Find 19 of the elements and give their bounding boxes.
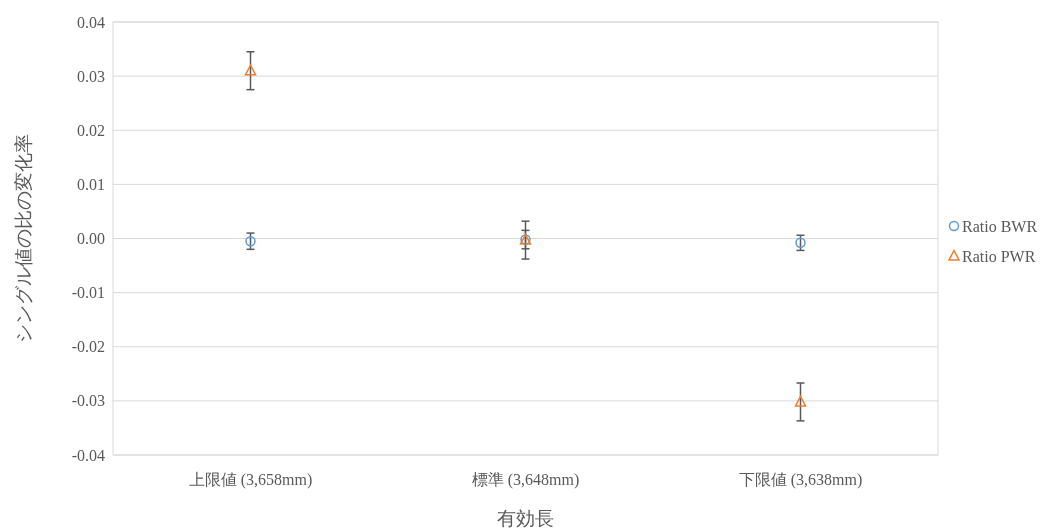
x-axis-title: 有効長: [497, 508, 554, 529]
y-tick-label: 0.00: [77, 230, 105, 248]
point: [245, 235, 256, 247]
y-tick-label: 0.03: [77, 67, 105, 85]
y-tick-label: 0.04: [77, 13, 105, 31]
legend-label: Ratio BWR: [962, 217, 1038, 235]
y-axis-title: シングル値の比の変化率: [13, 134, 34, 343]
point: [794, 395, 807, 407]
x-tick-label: 上限値 (3,658mm): [188, 471, 313, 489]
y-tick-label: 0.02: [77, 121, 105, 139]
y-tick-label: 0.01: [77, 175, 105, 193]
y-tick-label: -0.03: [71, 392, 105, 410]
x-tick-label: 下限値 (3,638mm): [738, 471, 863, 489]
y-tick-label: -0.02: [71, 338, 105, 356]
legend-label: Ratio PWR: [962, 247, 1036, 265]
y-tick-label: -0.01: [71, 284, 105, 302]
point: [244, 64, 257, 76]
x-tick-label: 標準 (3,648mm): [471, 471, 580, 489]
y-tick-label: -0.04: [71, 446, 105, 464]
